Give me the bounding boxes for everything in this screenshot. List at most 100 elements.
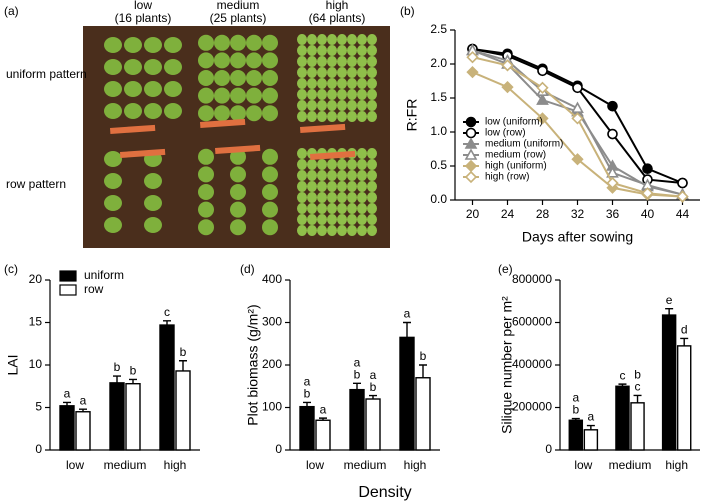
- plant: [297, 148, 307, 159]
- plant: [230, 219, 246, 236]
- plant: [230, 148, 246, 165]
- plant: [198, 70, 214, 86]
- row-label: uniform pattern: [6, 67, 87, 81]
- plant: [198, 105, 214, 122]
- plant: [327, 67, 337, 78]
- significance-letter: b: [572, 403, 579, 417]
- error-bar: [665, 307, 674, 316]
- plant: [337, 192, 347, 203]
- plant: [347, 170, 357, 181]
- plant: [327, 203, 337, 214]
- significance-letter: a: [370, 368, 377, 382]
- y-tick-label: 1.5: [430, 90, 447, 104]
- x-tick-label: 36: [606, 207, 620, 221]
- plant: [144, 173, 162, 189]
- plant: [262, 201, 278, 218]
- legend-label: uniform: [84, 268, 124, 282]
- significance-letter: e: [666, 293, 673, 307]
- y-tick-label: 400: [262, 272, 282, 286]
- plant: [262, 148, 278, 165]
- plant: [327, 34, 337, 45]
- plant: [246, 70, 262, 86]
- significance-letter: a: [354, 355, 361, 369]
- bar: [661, 314, 677, 451]
- plant: [357, 78, 367, 89]
- bar: [109, 382, 125, 451]
- plant: [337, 100, 347, 111]
- plant: [317, 159, 327, 170]
- plant: [367, 203, 377, 214]
- plant: [104, 37, 122, 53]
- plant: [317, 203, 327, 214]
- x-tick-label: low: [306, 458, 324, 472]
- label-tag: [300, 123, 346, 133]
- legend-marker: [464, 148, 478, 160]
- plant: [357, 67, 367, 78]
- y-tick-label: 2.0: [430, 56, 447, 70]
- plant: [297, 214, 307, 225]
- legend-label: medium (uniform): [485, 139, 563, 150]
- significance-letter: b: [130, 364, 137, 378]
- x-tick-label: low: [574, 458, 592, 472]
- plant: [104, 103, 122, 119]
- bar: [175, 370, 191, 451]
- plant: [357, 170, 367, 181]
- plant: [317, 89, 327, 100]
- column-count: (25 plants): [210, 11, 267, 25]
- plant: [317, 214, 327, 225]
- plant: [297, 56, 307, 67]
- plant: [327, 56, 337, 67]
- plant: [198, 148, 214, 165]
- plant: [337, 56, 347, 67]
- plant: [198, 184, 214, 200]
- plant: [337, 111, 347, 122]
- plant: [144, 217, 162, 233]
- plant: [164, 37, 182, 53]
- plant: [327, 45, 337, 56]
- plant: [164, 59, 182, 75]
- x-tick-label: 40: [641, 207, 655, 221]
- plant: [198, 166, 214, 183]
- plant: [297, 67, 307, 78]
- y-tick-label: 300: [262, 315, 282, 329]
- plant: [307, 89, 317, 100]
- plant: [357, 159, 367, 170]
- x-tick-label: medium: [344, 458, 387, 472]
- plant: [347, 111, 357, 122]
- plant: [214, 87, 230, 104]
- plant: [124, 59, 142, 75]
- plant: [144, 103, 162, 119]
- point: [501, 59, 514, 72]
- plant: [214, 52, 230, 69]
- plant: [104, 59, 122, 75]
- plant: [124, 103, 142, 119]
- significance-letter: b: [420, 349, 427, 363]
- significance-letter: a: [64, 387, 71, 401]
- plant: [307, 214, 317, 225]
- bar: [315, 419, 331, 451]
- plant: [317, 56, 327, 67]
- x-tick-label: 44: [676, 207, 690, 221]
- significance-letter: b: [304, 387, 311, 401]
- significance-letter: c: [164, 305, 170, 319]
- panel-label: (e): [498, 262, 513, 276]
- legend-label: high (uniform): [485, 161, 547, 172]
- bar: [349, 388, 365, 451]
- plant: [124, 81, 142, 97]
- significance-letter: d: [681, 323, 688, 337]
- plant: [357, 45, 367, 56]
- significance-letter: b: [180, 345, 187, 359]
- plant: [317, 67, 327, 78]
- point: [571, 101, 584, 113]
- plant: [297, 111, 307, 122]
- plant: [347, 181, 357, 192]
- plant: [367, 56, 377, 67]
- x-tick-label: 32: [571, 207, 585, 221]
- plant: [198, 87, 214, 104]
- error-bar: [129, 378, 137, 384]
- plant: [347, 159, 357, 170]
- significance-letter: a: [404, 307, 411, 321]
- plant: [297, 159, 307, 170]
- bar: [415, 377, 431, 451]
- plant: [367, 170, 377, 181]
